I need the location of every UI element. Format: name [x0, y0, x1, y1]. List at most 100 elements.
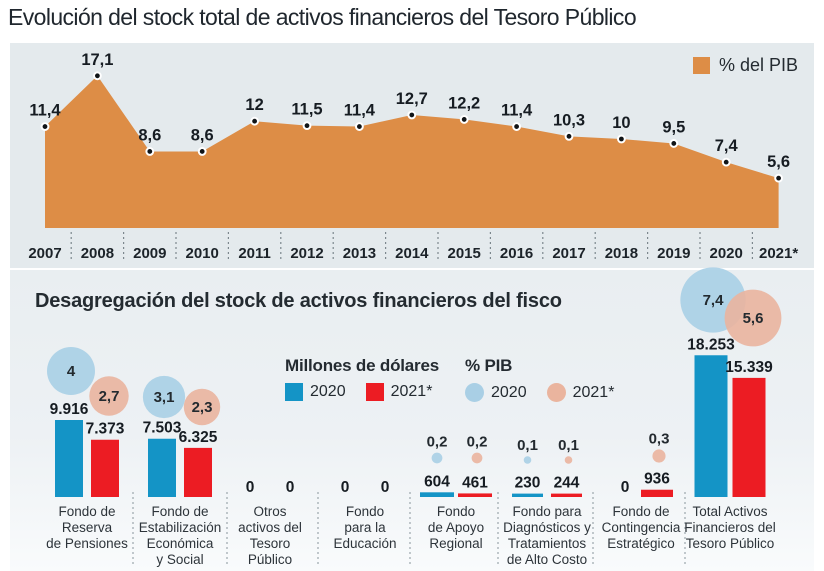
year-label: 2014	[395, 245, 429, 262]
area-series	[45, 75, 779, 228]
pib-bubble-2020-value: 7,4	[703, 292, 725, 309]
year-label: 2016	[500, 245, 533, 262]
year-label: 2018	[605, 245, 638, 262]
bar-2021-value: 936	[644, 471, 670, 488]
bar-2021	[551, 493, 582, 497]
year-label: 2012	[290, 245, 323, 262]
bar-2020-value: 7.503	[143, 420, 182, 437]
area-chart: 2007 2008 2009 2010 2011 2012 2013 2014 2015 2016…	[28, 51, 798, 262]
bar-2020-value: 9.916	[50, 401, 89, 418]
data-point-marker	[407, 110, 417, 120]
pib-2020-label: 2020	[491, 383, 527, 401]
fund-label: Total Activos Financieros del Tesoro Públi…	[684, 504, 776, 551]
fund-label: Fondo para la Educación	[333, 504, 396, 551]
pib-legend-title: % PIB	[465, 356, 513, 375]
bar-2020	[55, 420, 83, 497]
pib-bubble-2021	[183, 388, 221, 426]
pib-legend-items: 2020 2021*	[465, 383, 614, 402]
data-point-marker	[564, 131, 574, 141]
area-chart-panel: 2007 2008 2009 2010 2011 2012 2013 2014 2015 2016…	[10, 43, 814, 268]
data-point-label: 11,5	[291, 101, 322, 119]
data-point-marker	[355, 122, 364, 131]
data-point-label: 12,7	[396, 90, 428, 108]
data-point-label: 11,4	[29, 102, 61, 120]
pib-bubble-2021-value: 2,3	[192, 399, 213, 416]
pib-legend: % PIB 2020 2021*	[465, 356, 614, 402]
bar-2020-value: 0	[341, 479, 350, 496]
year-label: 2008	[81, 245, 114, 262]
fund-label: Fondo para Diagnósticos y Tratamientos de A…	[503, 504, 591, 567]
year-label: 2007	[28, 245, 61, 262]
bar-2021-value: 0	[286, 479, 295, 496]
pib-bubble-2020-value: 0,1	[517, 437, 538, 454]
bar-2020	[148, 438, 176, 497]
usd-legend-items: 2020 2021*	[285, 383, 439, 401]
fund-label: Fondo de Contingencia Estratégico	[602, 504, 681, 551]
bar-2021-value: 461	[462, 474, 488, 491]
fund-label: Otros activos del Tesoro Público	[238, 504, 302, 567]
bar-2020	[512, 493, 543, 497]
pib-bubble-2021	[471, 452, 483, 464]
year-label: 2020	[710, 245, 743, 262]
bar-2021-value: 7.373	[86, 421, 125, 438]
data-point-label: 12	[245, 96, 263, 114]
pib-2021-label: 2021*	[572, 383, 615, 401]
fund-label: Fondo de Reserva de Pensiones	[46, 504, 128, 551]
usd-2020-swatch-icon	[285, 383, 303, 401]
data-point-label: 17,1	[81, 51, 113, 69]
pib-bubble-2021	[652, 449, 666, 463]
bar-2021	[641, 489, 673, 497]
data-point-marker	[774, 173, 783, 183]
year-label: 2015	[448, 245, 481, 262]
pib-swatch-icon	[692, 57, 710, 74]
data-point-marker	[721, 157, 731, 167]
bar-2020-value: 18.253	[687, 336, 735, 353]
funds-chart-panel: 9.916 7.373 4 2,7 Fondo de Reserva de Pensione…	[10, 267, 814, 571]
pib-2020-circle-icon	[465, 383, 484, 402]
bar-2021-value: 0	[381, 479, 390, 496]
bar-2020-value: 0	[246, 479, 255, 496]
data-point-label: 10,3	[553, 111, 585, 129]
usd-legend-title: Millones de dólares	[285, 356, 439, 375]
bar-2020-value: 0	[621, 479, 630, 496]
funds-chart: 9.916 7.373 4 2,7 Fondo de Reserva de Pensione…	[46, 267, 782, 567]
usd-2020-label: 2020	[310, 383, 346, 400]
data-point-marker	[302, 121, 312, 131]
data-point-marker	[669, 139, 679, 148]
data-point-label: 10	[612, 114, 630, 132]
data-point-marker	[197, 147, 207, 156]
data-point-label: 8,6	[191, 126, 214, 144]
pib-bubble-2021-value: 0,1	[558, 437, 579, 454]
pib-bubble-2020	[47, 347, 95, 395]
data-point-label: 11,4	[501, 102, 533, 120]
data-point-marker	[250, 116, 260, 126]
subtitle: Desagregación del stock de activos finan…	[35, 290, 562, 312]
pib-bubble-2021-value: 5,6	[743, 310, 764, 327]
pib-bubble-2021-value: 0,3	[649, 430, 670, 447]
pib-bubble-2020	[431, 452, 443, 464]
bar-2021-value: 244	[554, 475, 580, 492]
pib-bubble-2020-value: 0,2	[427, 434, 448, 451]
bar-2020	[420, 492, 454, 497]
area-chart-legend: % del PIB	[692, 55, 798, 76]
pib-bubble-2020-value: 3,1	[154, 389, 175, 406]
year-label: 2017	[552, 245, 585, 262]
data-point-label: 5,6	[767, 153, 790, 171]
bar-2021-value: 6.325	[179, 429, 218, 446]
year-label: 2013	[343, 245, 376, 262]
bar-2021-value: 15.339	[725, 359, 773, 376]
data-point-marker	[145, 147, 155, 156]
fund-label: Fondo de Estabilización Económica y Social	[139, 504, 222, 567]
page-title: Evolución del stock total de activos fin…	[8, 4, 637, 30]
data-point-marker	[459, 115, 469, 124]
year-label: 2021*	[759, 245, 798, 262]
data-point-marker	[617, 134, 626, 144]
pib-bubble-2021	[564, 456, 573, 464]
year-label: 2010	[186, 245, 219, 262]
bar-2020-value: 230	[515, 475, 541, 492]
bar-2021	[458, 493, 492, 497]
year-label: 2019	[657, 245, 690, 262]
data-point-marker	[512, 122, 522, 131]
pib-bubble-2021-value: 2,7	[99, 388, 120, 405]
